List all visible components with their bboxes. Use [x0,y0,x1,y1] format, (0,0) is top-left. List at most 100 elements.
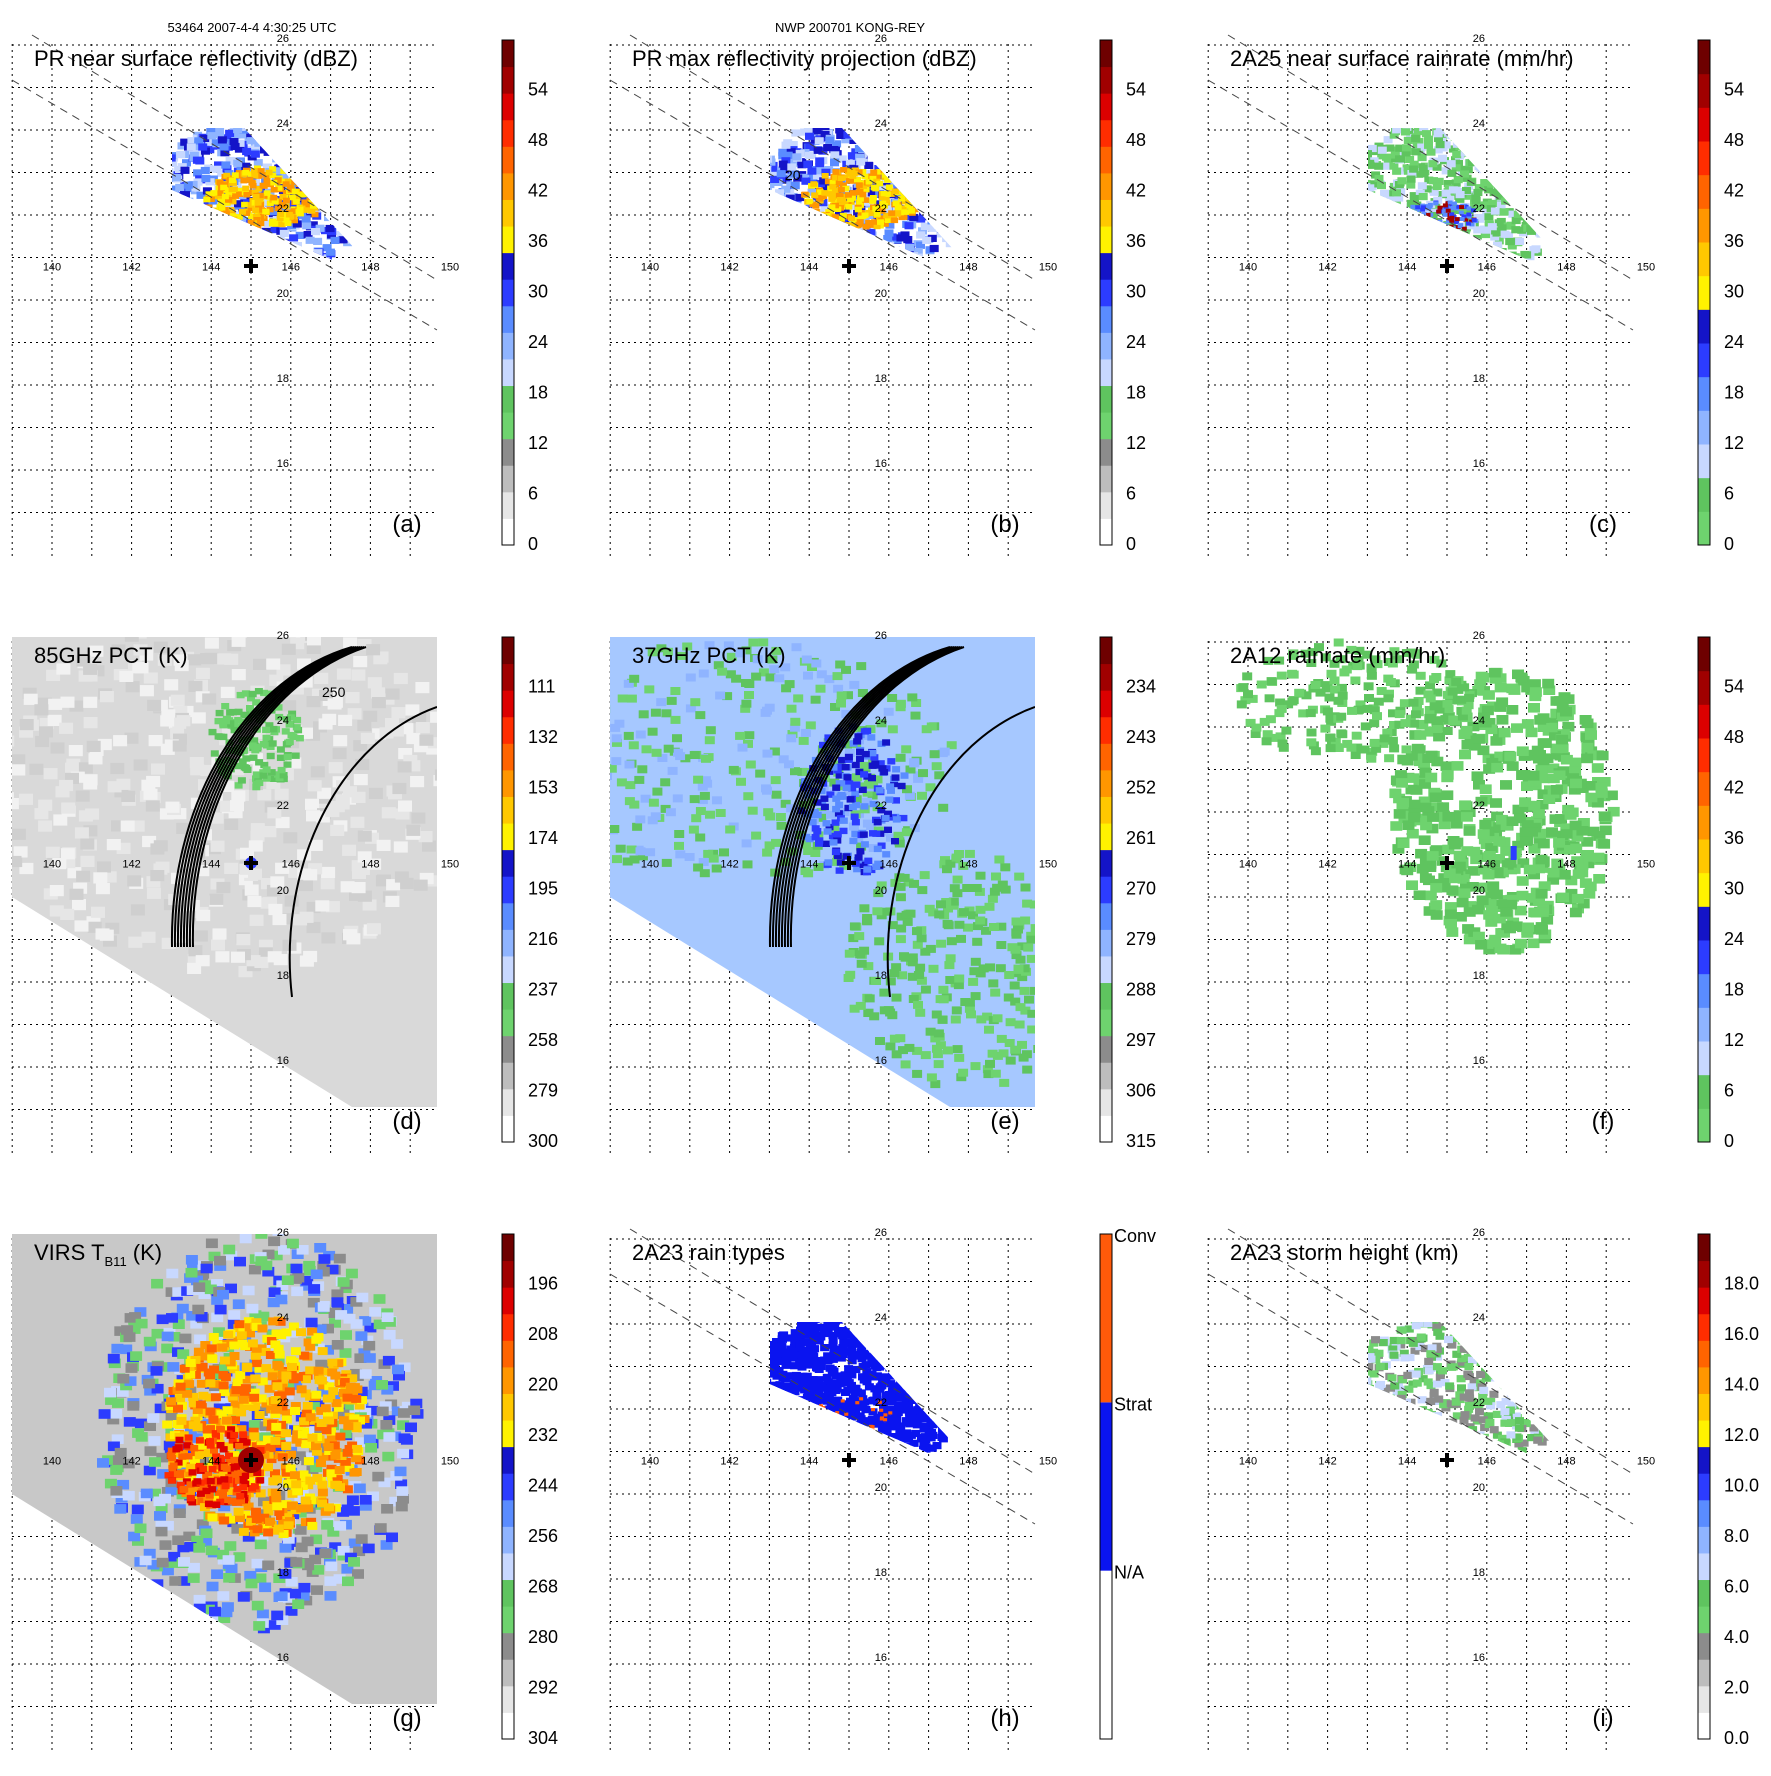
rain-pixel [1433,250,1442,257]
tb-pixel [160,715,174,726]
rain-pixel [1401,230,1410,237]
rain-pixel [1398,221,1407,228]
reflectivity-pixel [331,144,340,151]
rain-pixel [1481,133,1490,140]
map-grid [12,44,437,556]
reflectivity-pixel [905,184,912,190]
colorbar-segment [1100,717,1112,744]
rain-pixel [1555,217,1564,224]
rain-pixel [1537,199,1546,206]
tb-pixel [215,733,223,739]
reflectivity-pixel [313,249,322,256]
tb-pixel [171,695,185,706]
tb-pixel [416,722,430,733]
tb-pixel [232,636,246,647]
rain-pixel [1358,162,1367,169]
reflectivity-pixel [811,192,818,198]
tb-pixel [121,791,135,802]
tb-pixel [582,721,592,729]
reflectivity-pixel [856,114,865,121]
tb-pixel [976,906,986,914]
tb-pixel [792,643,802,651]
tb-pixel [1038,972,1048,980]
rain-pixel [1453,236,1462,243]
tb-pixel [224,819,238,830]
tb-pixel [438,710,452,721]
tb-pixel [908,953,918,961]
tb-pixel [743,860,753,868]
reflectivity-pixel [968,190,977,197]
lon-label: 150 [441,858,459,870]
tb-pixel [725,826,735,834]
reflectivity-pixel [778,199,787,206]
rain-pixel [1439,228,1444,232]
rain-pixel [1469,251,1478,258]
rain-pixel [1522,251,1531,258]
tb-pixel [914,971,924,979]
tb-pixel [627,846,637,854]
reflectivity-pixel [812,211,821,218]
reflectivity-pixel [354,170,363,177]
panel-label: (c) [1589,511,1617,538]
rain-pixel [1486,158,1495,165]
tb-pixel [366,644,380,655]
rain-pixel [1394,225,1403,232]
reflectivity-pixel [231,240,240,247]
colorbar-tick: 54 [528,80,548,100]
rain-pixel [1515,174,1524,181]
rain-pixel [1448,229,1453,233]
tb-pixel [651,812,661,820]
colorbar-segment [1100,93,1112,120]
tb-pixel [972,884,982,892]
reflectivity-pixel [898,172,905,178]
rain-pixel [1488,158,1497,165]
rain-pixel [1437,241,1446,248]
rain-pixel [1423,225,1428,229]
tb-pixel [83,778,97,789]
reflectivity-pixel [201,167,210,174]
tb-pixel [144,672,158,683]
rain-pixel [1455,217,1460,221]
reflectivity-pixel [264,255,273,262]
rain-pixel [1496,263,1505,270]
rain-pixel [1536,174,1545,181]
tb-pixel [450,825,464,836]
lat-label: 20 [1473,288,1485,300]
tb-pixel [862,914,872,922]
tb-pixel [772,791,782,799]
reflectivity-pixel [223,227,232,234]
reflectivity-pixel [220,143,229,150]
tb-pixel [751,673,761,681]
tb-pixel [1040,1008,1050,1016]
rain-pixel [1359,184,1368,191]
reflectivity-pixel [339,135,348,142]
reflectivity-pixel [912,158,921,165]
tb-pixel [0,818,11,829]
tb-pixel [368,677,382,688]
reflectivity-pixel [911,191,918,197]
reflectivity-pixel [331,148,340,155]
reflectivity-pixel [821,190,828,196]
reflectivity-pixel [339,236,348,243]
rain-pixel [1424,220,1429,224]
reflectivity-pixel [814,229,823,236]
tb-pixel [1075,1001,1085,1009]
reflectivity-pixel [932,193,941,200]
tb-pixel [843,785,851,791]
rain-pixel [1475,163,1484,170]
reflectivity-pixel [322,154,331,161]
tb-pixel [1016,956,1026,964]
rain-pixel [1551,221,1560,228]
rain-pixel [1454,250,1463,257]
colorbar-segment [1698,242,1710,276]
rain-pixel [1353,210,1362,217]
reflectivity-pixel [170,217,179,224]
tb-pixel [874,846,882,852]
tb-pixel [50,885,64,896]
tb-pixel [151,764,165,775]
colorbar-tick: 18 [1126,383,1146,403]
tb-pixel [600,705,610,713]
reflectivity-pixel [792,153,801,160]
tb-pixel [142,932,156,943]
reflectivity-pixel [933,168,942,175]
